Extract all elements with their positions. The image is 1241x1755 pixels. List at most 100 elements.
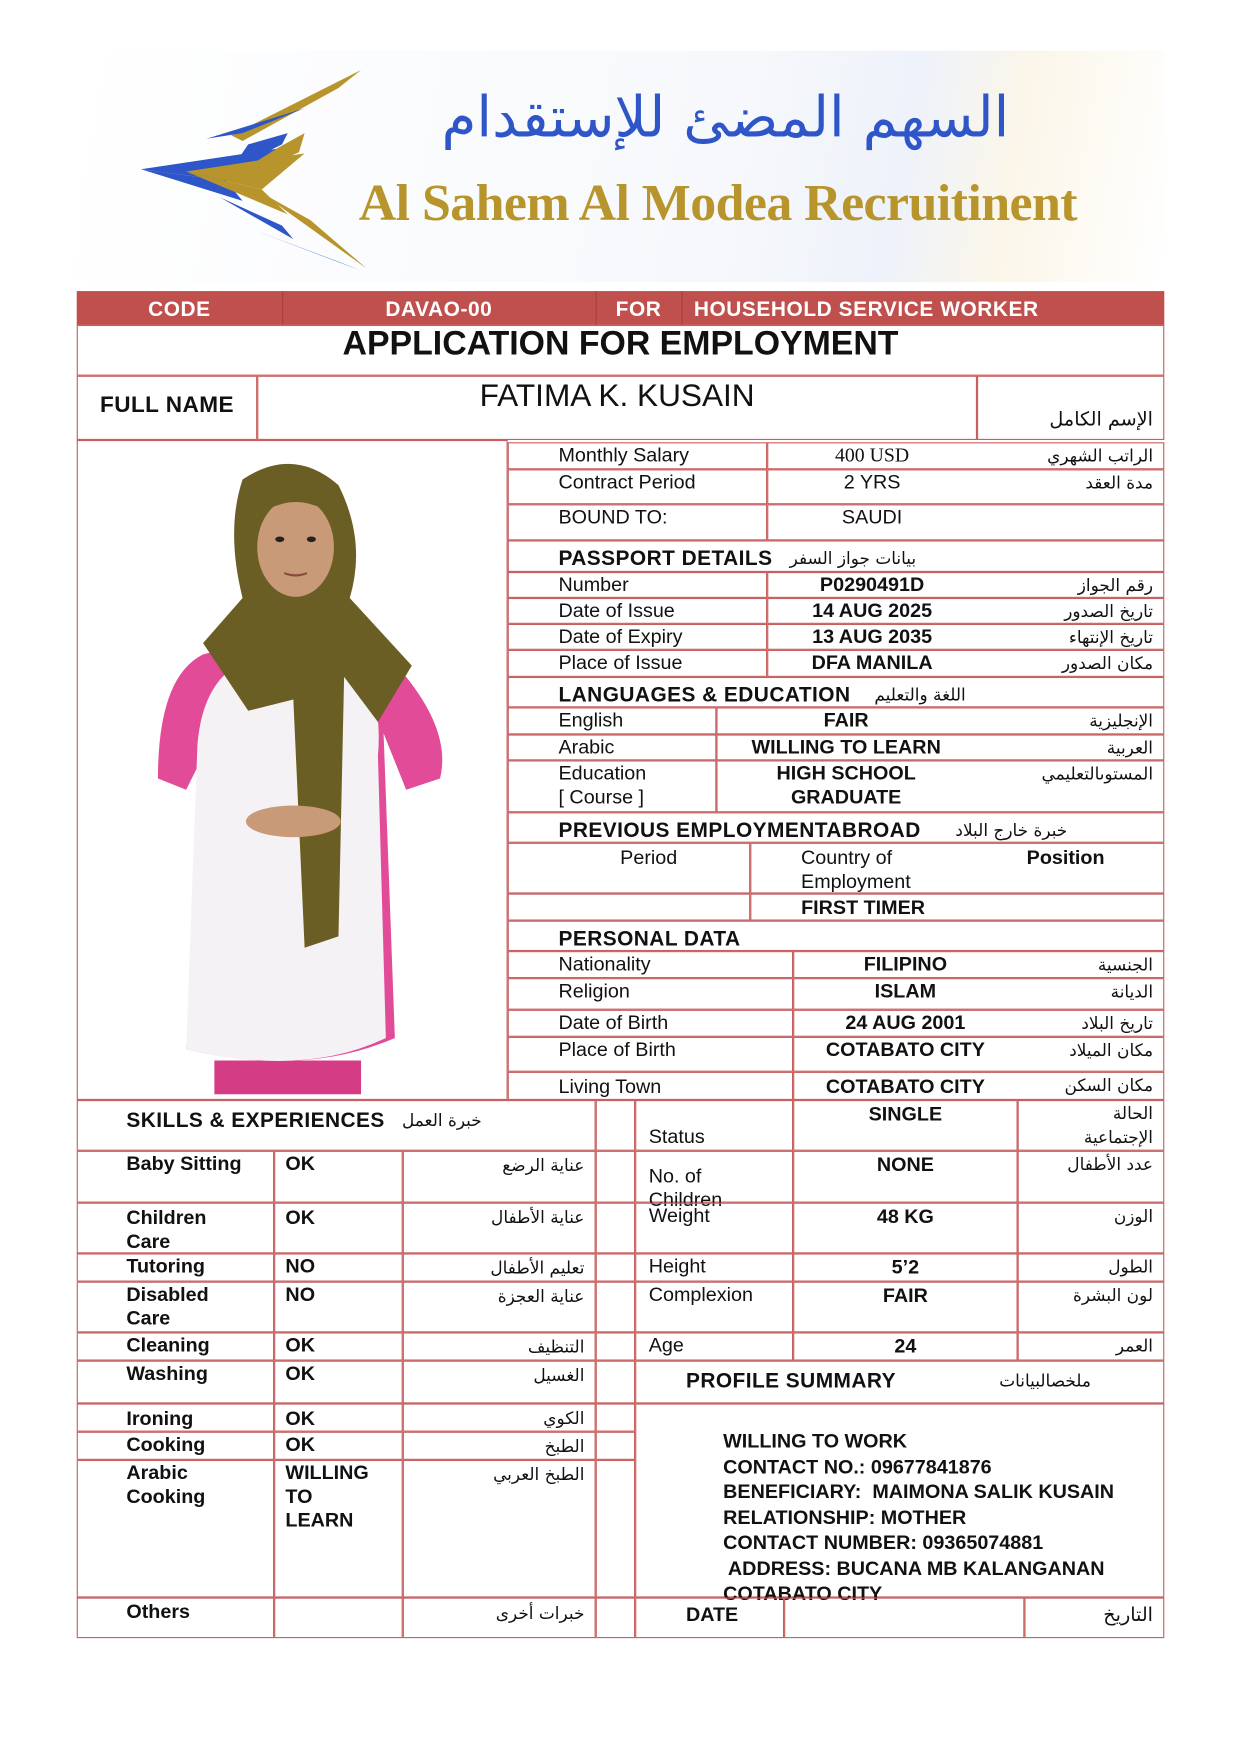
for-label: FOR xyxy=(615,296,662,321)
skill-label: Tutoring xyxy=(126,1254,205,1278)
header-divider xyxy=(595,291,597,325)
date-value-cell xyxy=(784,1597,1025,1639)
skill-value: OK xyxy=(285,1206,316,1229)
personal-row-value: ISLAM xyxy=(874,979,937,1002)
skill-arabic: عناية الأطفال xyxy=(491,1207,585,1228)
table-cell xyxy=(507,893,751,921)
language-row-arabic: الإنجليزية xyxy=(1089,710,1154,732)
table-cell xyxy=(274,1202,403,1254)
previous-employment-title: PREVIOUS EMPLOYMENTABROAD xyxy=(558,817,921,842)
table-cell xyxy=(595,1597,636,1639)
skill-row xyxy=(76,1403,275,1432)
table-cell xyxy=(750,893,1165,921)
language-row-label: Education [ Course ] xyxy=(558,761,647,808)
skill-arabic: عناية الرضع xyxy=(502,1155,585,1176)
personal-row-value: FAIR xyxy=(882,1283,928,1307)
table-cell xyxy=(635,1202,794,1254)
language-row-arabic: العربية xyxy=(1106,737,1154,759)
contract-label-cell xyxy=(507,504,768,541)
personal-row-value: 5’2 xyxy=(891,1255,920,1279)
table-cell xyxy=(635,1150,794,1203)
position-header: Position xyxy=(1026,846,1105,869)
skill-row xyxy=(76,1281,275,1333)
table-cell xyxy=(402,1597,596,1639)
table-cell xyxy=(507,842,751,894)
skill-label: Ironing xyxy=(126,1406,194,1430)
passport-title-arabic: بيانات جواز السفر xyxy=(789,548,917,569)
skill-label: Washing xyxy=(126,1361,208,1385)
table-cell xyxy=(750,842,1165,894)
skill-label: Cleaning xyxy=(126,1333,210,1357)
table-cell xyxy=(274,1403,403,1432)
languages-title: LANGUAGES & EDUCATION xyxy=(558,682,851,707)
date-label-cell xyxy=(635,1597,785,1639)
language-row-arabic: المستوىالتعليمي xyxy=(1041,763,1154,785)
full-name-value: FATIMA K. KUSAIN xyxy=(479,377,755,413)
contract-value: SAUDI xyxy=(841,505,903,528)
language-row-value: HIGH SCHOOL GRADUATE xyxy=(776,761,916,808)
table-cell xyxy=(402,1150,596,1203)
profile-summary-arabic: ملخصالبيانات xyxy=(999,1370,1091,1392)
table-cell xyxy=(402,1332,596,1361)
table-cell xyxy=(402,1253,596,1282)
personal-row-arabic: العمر xyxy=(1115,1335,1154,1357)
table-cell xyxy=(1017,1099,1165,1151)
table-cell xyxy=(767,597,1165,624)
table-cell xyxy=(767,571,1165,598)
table-cell xyxy=(507,1036,794,1072)
profile-summary-line: COTABATO CITY xyxy=(723,1581,883,1605)
table-cell xyxy=(274,1253,403,1282)
table-cell xyxy=(595,1202,636,1254)
skill-row xyxy=(76,1360,275,1404)
skill-value: WILLING TO LEARN xyxy=(285,1461,369,1531)
passport-row-value: DFA MANILA xyxy=(811,650,933,674)
skill-row xyxy=(76,1253,275,1282)
personal-data-title: PERSONAL DATA xyxy=(558,926,741,950)
full-name-label: FULL NAME xyxy=(99,392,234,418)
personal-row-value: COTABATO CITY xyxy=(825,1037,985,1061)
table-cell xyxy=(274,1431,403,1460)
skill-value: OK xyxy=(285,1361,316,1385)
table-cell xyxy=(793,1099,1018,1151)
personal-row-arabic: تاريخ البلاد xyxy=(1081,1013,1154,1034)
personal-row-arabic: الطول xyxy=(1108,1256,1154,1278)
header-divider xyxy=(282,291,284,325)
table-cell xyxy=(635,1253,794,1282)
country-header: Country of Employment xyxy=(801,846,911,893)
table-cell xyxy=(1017,1332,1165,1361)
personal-row-arabic: الجنسية xyxy=(1097,954,1154,975)
previous-employment-title-arabic: خبرة خارج البلاد xyxy=(955,820,1068,841)
contract-value-cell xyxy=(767,469,1165,505)
table-cell xyxy=(507,1071,794,1100)
passport-row-label: Place of Issue xyxy=(558,650,683,674)
profile-summary-body xyxy=(635,1403,1165,1598)
personal-row-value: 24 xyxy=(894,1334,917,1358)
table-cell xyxy=(595,1253,636,1282)
full-name-value-cell xyxy=(257,375,978,440)
table-cell xyxy=(507,734,717,761)
skill-label: Others xyxy=(126,1599,190,1623)
language-row-label: Arabic xyxy=(558,735,615,759)
personal-row-value: FILIPINO xyxy=(863,952,948,975)
language-row-label: English xyxy=(558,708,624,732)
table-cell xyxy=(793,1281,1018,1333)
personal-row-label: Weight xyxy=(648,1203,710,1227)
personal-row-value: 48 KG xyxy=(876,1204,934,1228)
table-cell xyxy=(274,1360,403,1404)
table-cell xyxy=(507,951,794,979)
contract-label-cell xyxy=(507,469,768,505)
skill-arabic: الطبخ xyxy=(544,1436,585,1457)
table-cell xyxy=(507,623,768,650)
applicant-photo xyxy=(157,463,443,1095)
title-row xyxy=(76,324,1165,376)
table-cell xyxy=(1017,1253,1165,1282)
contract-value-cell xyxy=(767,442,1165,470)
profile-summary-line: CONTACT NO.: 09677841876 xyxy=(723,1454,992,1478)
photo-cell xyxy=(76,439,508,1100)
profile-summary-header xyxy=(635,1360,1165,1404)
passport-row-arabic: رقم الجواز xyxy=(1077,575,1154,596)
table-cell xyxy=(793,951,1165,979)
code-value: DAVAO-00 xyxy=(385,296,493,321)
contract-label: BOUND TO: xyxy=(558,505,668,528)
table-cell xyxy=(635,1332,794,1361)
